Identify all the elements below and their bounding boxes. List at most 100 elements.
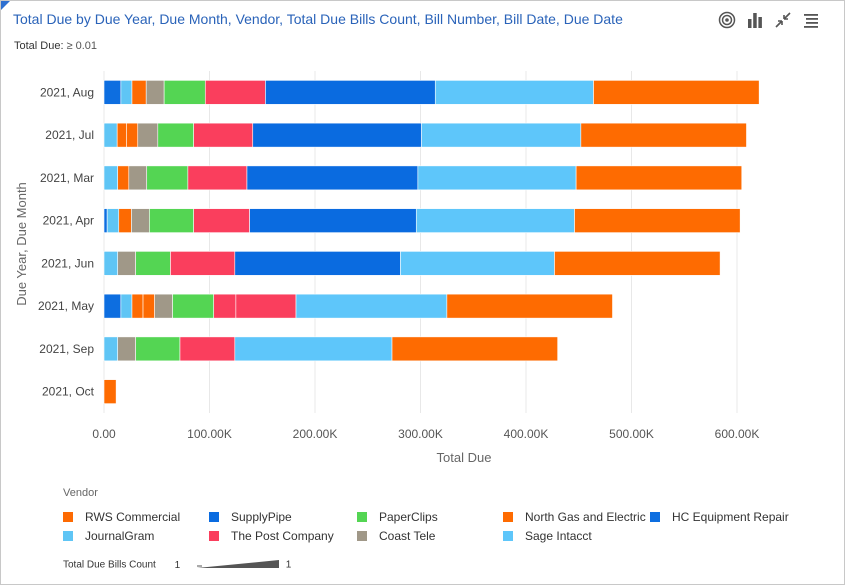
bar-segment[interactable] <box>103 122 118 148</box>
bar-segment[interactable] <box>234 251 401 276</box>
bar-segment[interactable] <box>103 336 119 362</box>
bar-segment[interactable] <box>135 336 181 362</box>
collapse-icon[interactable] <box>774 11 792 29</box>
bar-segment[interactable] <box>235 293 297 319</box>
bar-segment[interactable] <box>131 208 150 233</box>
legend-item[interactable]: RWS Commercial <box>63 510 180 524</box>
bar-segment[interactable] <box>204 80 266 105</box>
size-legend-max: 1 <box>285 559 292 571</box>
bar-segment[interactable] <box>170 251 236 276</box>
filter-summary[interactable]: Total Due: ≥ 0.01 <box>14 40 97 52</box>
bar-segment[interactable] <box>154 293 173 319</box>
bar-segment[interactable] <box>391 336 558 362</box>
bar-segment[interactable] <box>554 251 721 276</box>
chart-toolbar <box>718 11 820 29</box>
legend-label: Coast Tele <box>379 529 436 543</box>
legend-item[interactable]: Sage Intacct <box>503 529 592 543</box>
size-legend-title: Total Due Bills Count <box>63 559 156 571</box>
bar-segment[interactable] <box>246 165 419 191</box>
bar-segment[interactable] <box>193 122 254 148</box>
bar-segment[interactable] <box>234 336 393 362</box>
bar-segment[interactable] <box>103 80 122 105</box>
bar-segment[interactable] <box>434 80 594 105</box>
bar-segment[interactable] <box>117 251 136 276</box>
legend-item[interactable]: PaperClips <box>357 510 438 524</box>
bar-segment[interactable] <box>103 208 108 233</box>
x-tick-label: 500.00K <box>609 427 654 441</box>
bar-segment[interactable] <box>128 165 148 191</box>
bar-segment[interactable] <box>145 80 165 105</box>
bar-segment[interactable] <box>131 293 144 319</box>
bar-segment[interactable] <box>400 251 555 276</box>
bar-segment[interactable] <box>131 80 147 105</box>
bar-segment[interactable] <box>157 122 194 148</box>
legend-item[interactable]: SupplyPipe <box>209 510 292 524</box>
bar-chart-icon[interactable] <box>746 11 764 29</box>
bar-segment[interactable] <box>415 208 575 233</box>
bar-segment[interactable] <box>149 208 194 233</box>
filter-value: ≥ 0.01 <box>66 40 98 52</box>
bar-segment[interactable] <box>146 165 189 191</box>
bar-segment[interactable] <box>252 122 422 148</box>
bar-segment[interactable] <box>126 122 139 148</box>
legend-swatch <box>63 512 73 522</box>
y-category-label: 2021, Sep <box>39 342 94 356</box>
bar-segment[interactable] <box>117 165 130 191</box>
bar-segment[interactable] <box>118 208 132 233</box>
legend-label: RWS Commercial <box>85 510 181 524</box>
selection-corner-marker <box>1 1 10 10</box>
bar-segment[interactable] <box>163 80 206 105</box>
bar-segment[interactable] <box>446 293 613 319</box>
bar-segment[interactable] <box>120 293 133 319</box>
bar-segment[interactable] <box>187 165 248 191</box>
legend-swatch <box>503 512 513 522</box>
bar-segment[interactable] <box>593 80 760 105</box>
y-category-label: 2021, Mar <box>40 171 94 185</box>
legend-item[interactable]: HC Equipment Repair <box>650 510 789 524</box>
bar-segment[interactable] <box>116 122 127 148</box>
bar-chart: 2021, Aug 2021, Jul 2021, Mar 2021, Apr 2021… <box>14 71 760 465</box>
legend-title: Vendor <box>63 487 98 499</box>
bar-segment[interactable] <box>574 208 741 233</box>
bar-segment[interactable] <box>580 122 747 148</box>
bar-segment[interactable] <box>117 336 136 362</box>
legend-item[interactable]: Coast Tele <box>357 529 435 543</box>
y-category-label: 2021, Aug <box>40 85 94 99</box>
bar-segment[interactable] <box>103 293 122 319</box>
bar-segment[interactable] <box>417 165 577 191</box>
bar-segment[interactable] <box>137 122 159 148</box>
bar-segment[interactable] <box>575 165 743 191</box>
bar-segment[interactable] <box>135 251 171 276</box>
bar-segment[interactable] <box>213 293 237 319</box>
bar-segment[interactable] <box>106 208 120 233</box>
legend-item[interactable]: North Gas and Electric <box>503 510 646 524</box>
bar-segment[interactable] <box>103 251 119 276</box>
x-tick-label: 600.00K <box>715 427 760 441</box>
legend-item[interactable]: The Post Company <box>209 529 334 543</box>
bar-segment[interactable] <box>421 122 582 148</box>
size-legend-wedge <box>196 560 279 568</box>
x-tick-label: 400.00K <box>504 427 549 441</box>
legend-swatch <box>209 512 219 522</box>
bar-segment[interactable] <box>172 293 215 319</box>
x-tick-label: 0.00 <box>92 427 116 441</box>
legend-item[interactable]: JournalGram <box>63 529 154 543</box>
menu-icon[interactable] <box>802 11 820 29</box>
y-category-label: 2021, Jul <box>45 128 94 142</box>
bar-segment[interactable] <box>295 293 448 319</box>
x-tick-label: 100.00K <box>187 427 232 441</box>
legend-swatch <box>357 531 367 541</box>
gridlines <box>103 71 738 413</box>
bar-segment[interactable] <box>179 336 236 362</box>
bar-segment[interactable] <box>103 165 119 191</box>
target-icon[interactable] <box>718 11 736 29</box>
bar-segment[interactable] <box>265 80 436 105</box>
bar-segment[interactable] <box>120 80 133 105</box>
legend-swatch <box>503 531 513 541</box>
y-category-label: 2021, May <box>38 299 94 313</box>
bar-segment[interactable] <box>193 208 250 233</box>
bar-segment[interactable] <box>103 379 117 404</box>
bar-segment[interactable] <box>249 208 417 233</box>
bar-segment[interactable] <box>142 293 155 319</box>
